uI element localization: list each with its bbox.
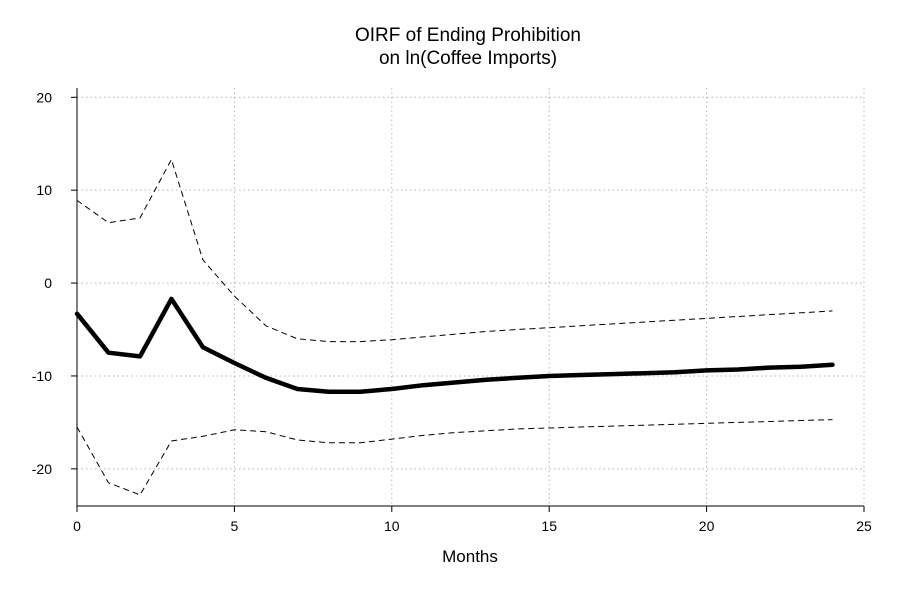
axes	[76, 88, 864, 507]
chart-title-line-1: OIRF of Ending Prohibition	[355, 25, 581, 46]
x-tick-label: 5	[231, 518, 239, 534]
upper-ci-line	[76, 159, 833, 343]
grid-lines	[76, 88, 865, 506]
y-tick-label: 10	[36, 182, 52, 198]
x-tick-label: 0	[73, 518, 81, 534]
y-tick-label: -10	[32, 368, 52, 384]
x-tick-label: 15	[541, 518, 557, 534]
y-tick-label: 20	[36, 89, 52, 105]
y-tick-label: -20	[32, 461, 52, 477]
lower-ci-line	[76, 419, 833, 496]
x-tick-label: 25	[856, 518, 872, 534]
x-tick-label: 20	[699, 518, 715, 534]
chart-title-line-2: on ln(Coffee Imports)	[379, 48, 557, 69]
x-axis-label: Months	[442, 547, 498, 566]
tick-marks: 0 5 10 15 20 25 -20 -10 0 10 20	[32, 89, 872, 534]
y-tick-label: 0	[44, 275, 52, 291]
data-series	[74, 159, 835, 496]
x-tick-label: 10	[384, 518, 400, 534]
oirf-line	[74, 296, 835, 394]
